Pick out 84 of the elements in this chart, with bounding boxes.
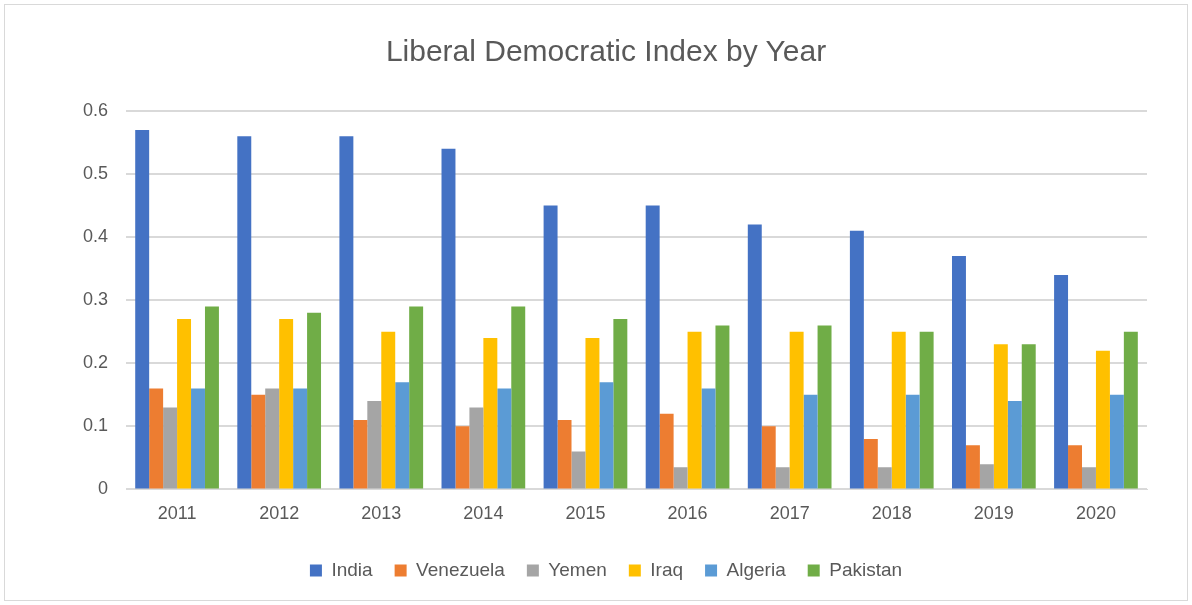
bar: [307, 312, 322, 489]
bar: [557, 420, 572, 489]
x-tick-label: 2015: [565, 503, 606, 524]
bar: [919, 331, 934, 489]
bar: [613, 319, 628, 489]
bar: [1007, 401, 1022, 489]
legend-label: Iraq: [650, 558, 684, 580]
legend-label: India: [331, 558, 374, 580]
bar: [367, 401, 382, 489]
bar: [1109, 394, 1124, 489]
x-tick-label: 2018: [871, 503, 912, 524]
bar: [149, 388, 164, 489]
chart-title: Liberal Democratic Index by Year: [385, 34, 827, 68]
legend-label: Pakistan: [829, 558, 903, 580]
x-tick-label: 2011: [157, 503, 197, 524]
bar: [1095, 350, 1110, 489]
bar: [687, 331, 702, 489]
bar: [191, 388, 205, 489]
bar: [543, 205, 558, 489]
y-tick-label: 0.6: [82, 99, 109, 120]
bar: [817, 325, 832, 489]
y-tick-label: 0.2: [82, 352, 109, 373]
bar: [979, 464, 994, 489]
bar: [265, 388, 280, 489]
bar: [469, 407, 484, 489]
bar: [571, 451, 586, 489]
bar: [293, 388, 308, 489]
bar: [483, 338, 498, 489]
x-tick-label: 2019: [973, 503, 1014, 524]
bar: [701, 388, 716, 489]
bar: [803, 394, 818, 489]
x-tick-label: 2013: [361, 503, 402, 524]
bar: [237, 136, 252, 489]
bar: [951, 256, 966, 489]
y-tick-label: 0.5: [82, 163, 109, 184]
x-tick-label: 2020: [1075, 503, 1116, 524]
legend-label: Yemen: [548, 558, 607, 580]
bar: [497, 388, 512, 489]
bar: [645, 205, 660, 489]
bar: [251, 394, 266, 489]
bar: [673, 467, 688, 489]
bar: [761, 426, 776, 489]
x-tick-label: 2012: [259, 503, 300, 524]
bar: [1054, 274, 1069, 489]
bar: [135, 129, 150, 489]
bar: [395, 382, 410, 489]
y-tick-label: 0.3: [82, 289, 109, 310]
y-tick-label: 0.1: [82, 415, 109, 436]
bar: [381, 331, 396, 489]
bar: [1123, 331, 1138, 489]
bar: [775, 467, 790, 489]
bar: [1021, 344, 1036, 489]
bar: [455, 426, 470, 489]
x-tick-label: 2017: [769, 503, 810, 524]
bar: [1068, 445, 1082, 489]
legend-label: Venezuela: [416, 558, 506, 580]
bar: [659, 413, 674, 489]
bar: [441, 148, 456, 489]
bar: [849, 230, 864, 489]
bar: [877, 467, 892, 489]
legend-label: Algeria: [726, 558, 787, 580]
y-tick-label: 0: [98, 478, 109, 499]
bar: [163, 407, 178, 489]
bar: [409, 306, 424, 489]
bar: [789, 331, 804, 489]
x-tick-label: 2014: [463, 503, 504, 524]
y-tick-label: 0.4: [82, 226, 109, 247]
bar: [747, 224, 762, 489]
bar: [585, 338, 600, 489]
bar: [1082, 467, 1096, 489]
bar: [993, 344, 1008, 489]
bar: [905, 394, 920, 489]
bar: [599, 382, 614, 489]
bar: [279, 319, 294, 489]
bar: [715, 325, 730, 489]
bar: [511, 306, 526, 489]
bar: [965, 445, 980, 489]
bar: [891, 331, 906, 489]
bar: [339, 136, 354, 489]
bar: [204, 306, 219, 489]
bar: [177, 319, 192, 489]
bar: [863, 438, 878, 489]
x-tick-label: 2016: [667, 503, 708, 524]
bar: [353, 420, 368, 489]
